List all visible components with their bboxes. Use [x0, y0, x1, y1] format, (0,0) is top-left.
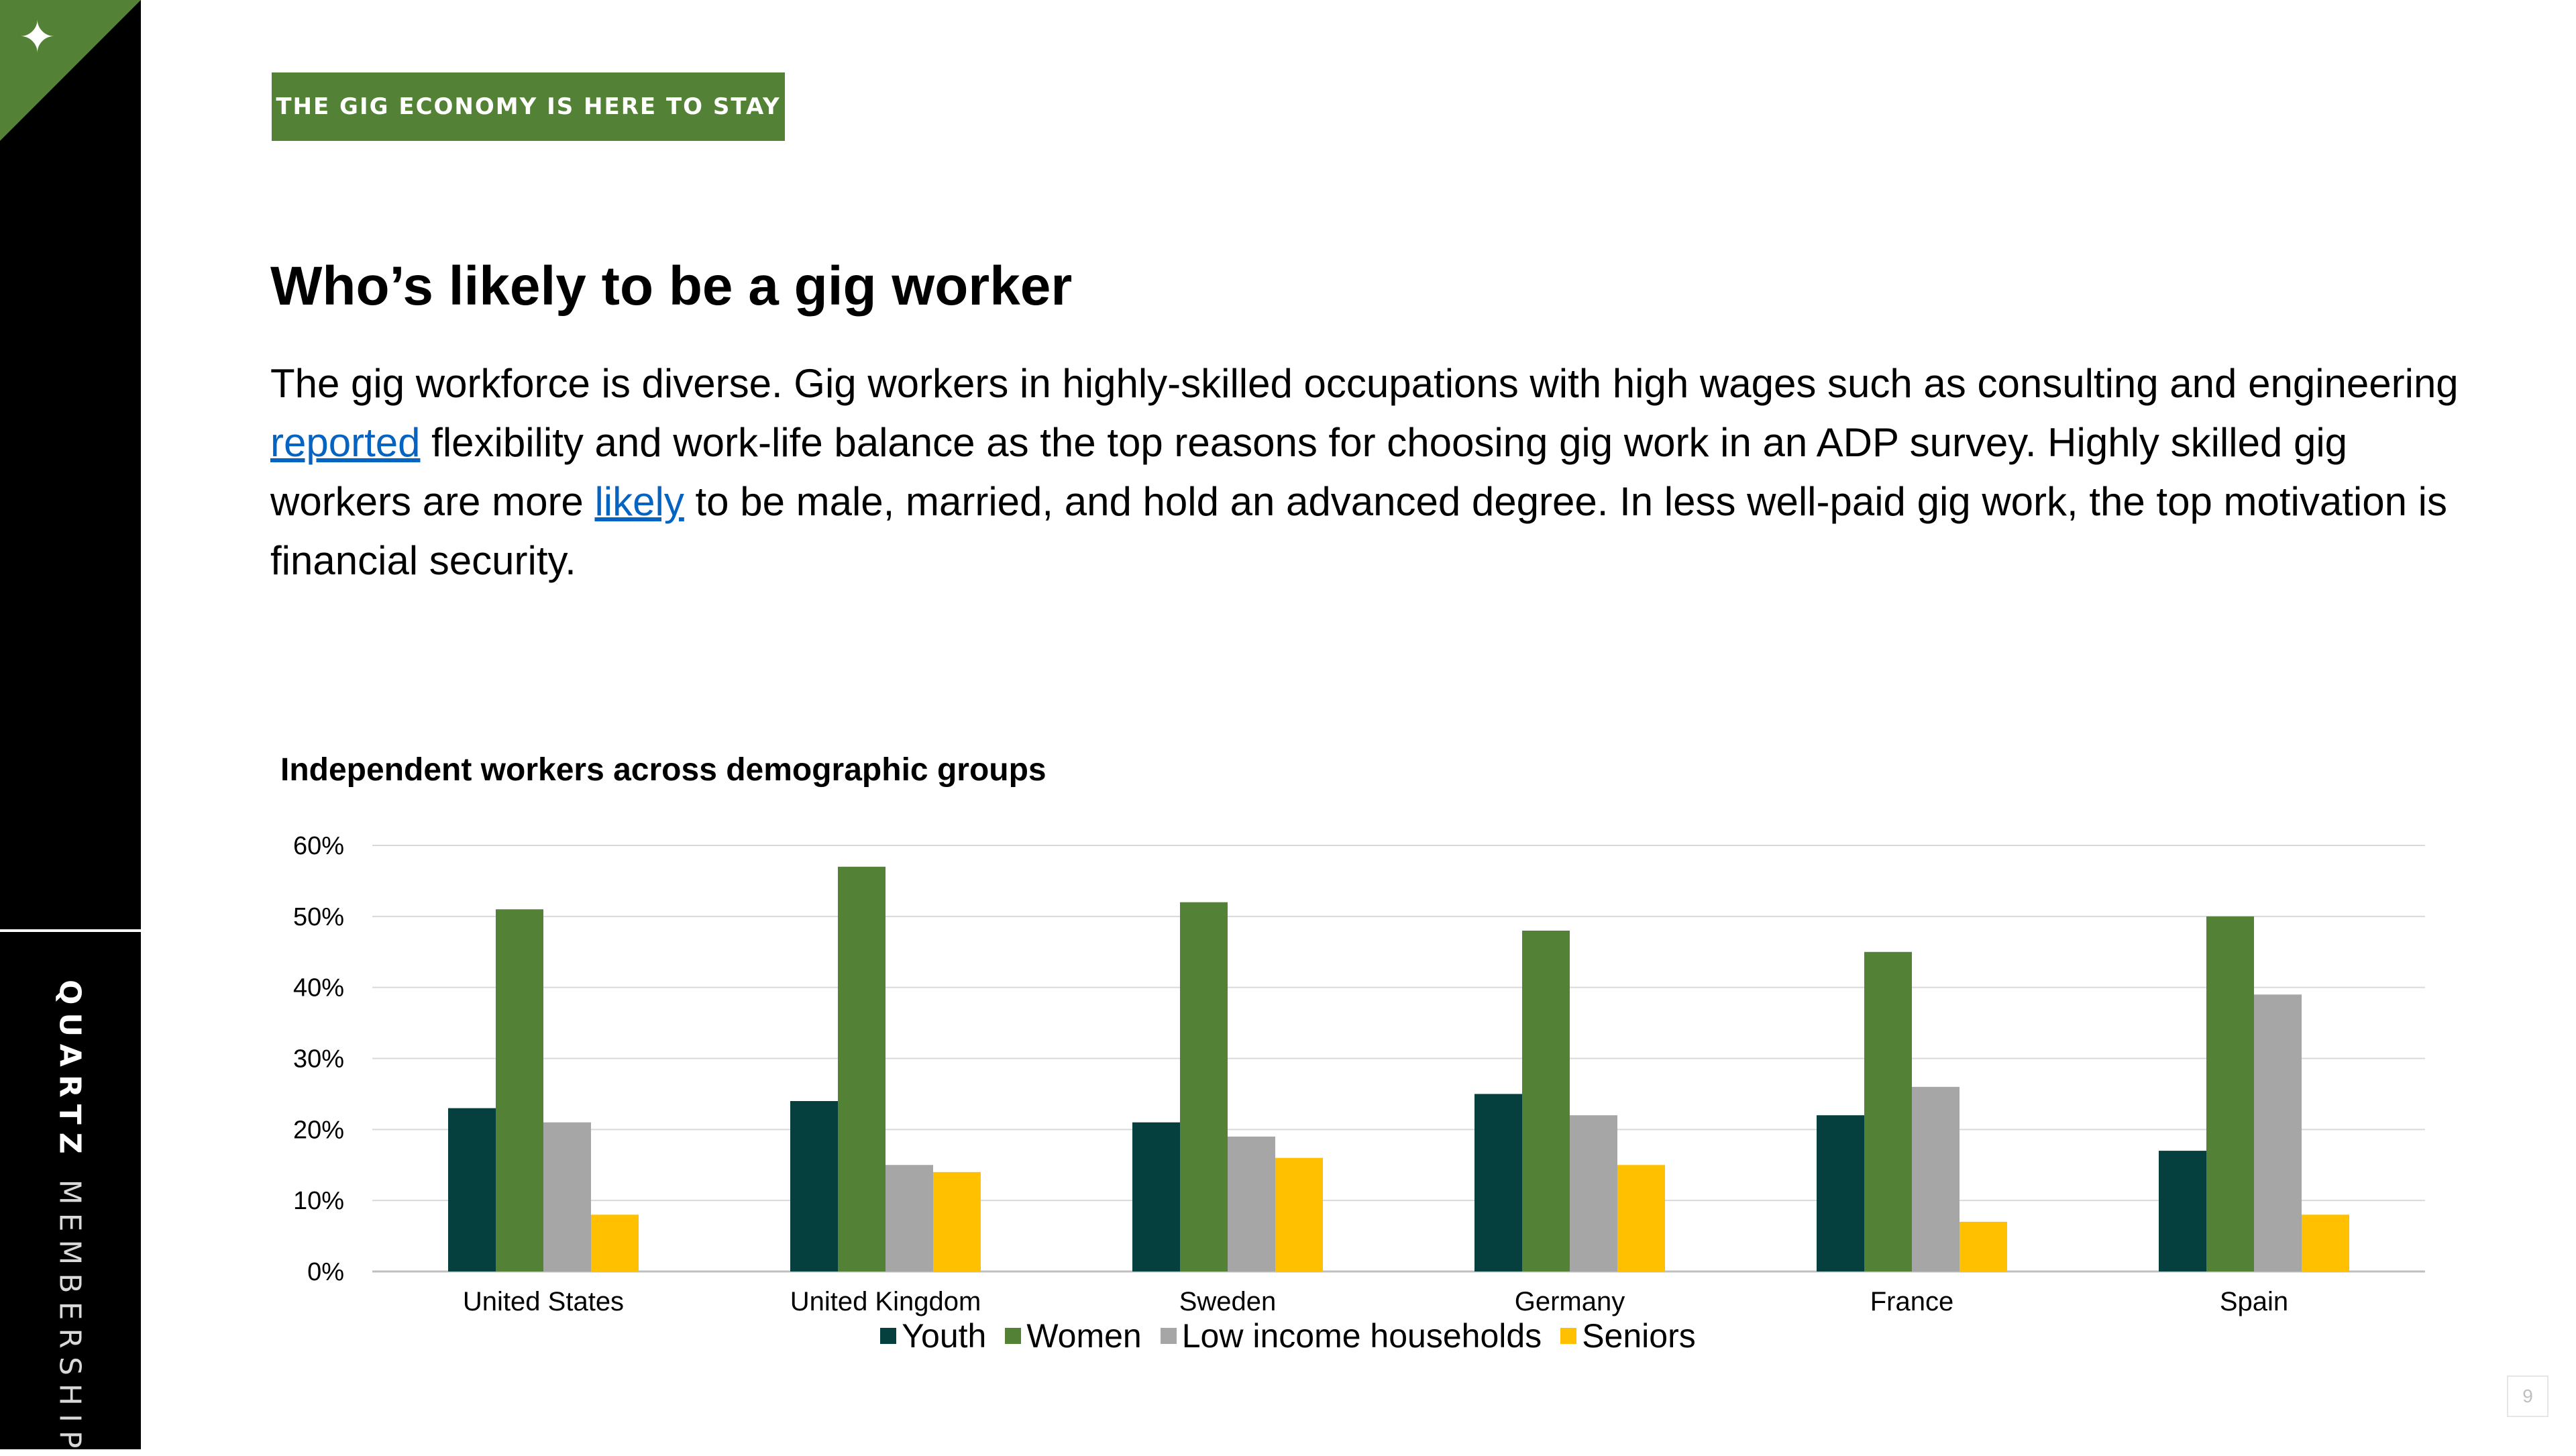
corner-accent [0, 0, 141, 141]
bar-women [1180, 902, 1228, 1271]
x-tick-label: Germany [1515, 1287, 1625, 1316]
chart-title: Independent workers across demographic g… [280, 752, 1046, 788]
legend-item: Women [1005, 1316, 1142, 1355]
bar-youth [1132, 1122, 1180, 1271]
bar-seniors [1617, 1165, 1665, 1271]
bar-seniors [933, 1172, 981, 1271]
x-tick-label: Spain [2220, 1287, 2288, 1316]
bar-women [1864, 951, 1912, 1271]
y-tick-label: 0% [307, 1258, 344, 1286]
sidebar-divider [0, 929, 141, 932]
legend-swatch [880, 1327, 897, 1344]
intro-paragraph: The gig workforce is diverse. Gig worker… [270, 354, 2484, 590]
bar-low-income-households [1570, 1115, 1617, 1271]
page-number: 9 [2507, 1375, 2548, 1417]
bar-seniors [2302, 1214, 2349, 1271]
legend-swatch [1005, 1327, 1022, 1344]
sparkle-icon: ✦ [19, 12, 56, 62]
legend-label: Seniors [1582, 1317, 1696, 1355]
legend-label: Youth [902, 1317, 987, 1355]
section-tag: THE GIG ECONOMY IS HERE TO STAY [272, 72, 785, 141]
paragraph-text: to be male, married, and hold an advance… [270, 479, 2447, 583]
paragraph-text: flexibility and work-life balance as the… [270, 420, 2348, 524]
bar-women [838, 866, 885, 1271]
x-tick-label: United States [463, 1287, 624, 1316]
bar-women [2206, 916, 2254, 1271]
sidebar: ✦ QUARTZ MEMBERSHIP [0, 0, 141, 1456]
reported-link[interactable]: reported [270, 420, 421, 465]
legend-swatch [1160, 1327, 1177, 1344]
brand-primary: QUARTZ [52, 980, 87, 1162]
legend-label: Women [1026, 1317, 1142, 1355]
brand-wordmark: QUARTZ MEMBERSHIP [53, 980, 87, 1456]
legend-item: Low income households [1160, 1316, 1542, 1355]
bar-low-income-households [885, 1165, 933, 1271]
bar-seniors [1960, 1221, 2007, 1271]
bar-chart: 0% 10% 20% 30% 40% 50% 60% United States United … [293, 832, 2425, 1316]
x-tick-label: France [1870, 1287, 1954, 1316]
bar-women [1522, 931, 1570, 1271]
bar-low-income-households [543, 1122, 591, 1271]
legend-item: Youth [880, 1316, 986, 1355]
bar-seniors [1275, 1157, 1323, 1271]
likely-link[interactable]: likely [594, 479, 684, 524]
y-tick-label: 10% [293, 1187, 344, 1215]
bar-low-income-households [2254, 994, 2302, 1271]
x-tick-label: United Kingdom [790, 1287, 981, 1316]
paragraph-text: The gig workforce is diverse. Gig worker… [270, 361, 2459, 406]
y-tick-label: 30% [293, 1045, 344, 1074]
bar-women [496, 909, 543, 1271]
y-tick-label: 20% [293, 1116, 344, 1144]
bar-low-income-households [1912, 1086, 1960, 1271]
legend-label: Low income households [1181, 1317, 1542, 1355]
page-title: Who’s likely to be a gig worker [270, 256, 1073, 317]
y-tick-label: 60% [293, 832, 344, 860]
y-tick-label: 50% [293, 903, 344, 931]
bar-youth [790, 1101, 838, 1271]
bar-seniors [591, 1214, 639, 1271]
y-tick-label: 40% [293, 974, 344, 1002]
x-tick-label: Sweden [1179, 1287, 1277, 1316]
bar-youth [1817, 1115, 1864, 1271]
bar-low-income-households [1228, 1136, 1275, 1271]
bar-youth [1474, 1094, 1522, 1271]
legend-swatch [1560, 1327, 1577, 1344]
bar-youth [2159, 1151, 2206, 1271]
legend-item: Seniors [1560, 1316, 1696, 1355]
chart-legend: Youth Women Low income households Seniors [0, 1316, 2576, 1355]
bar-youth [448, 1108, 496, 1271]
